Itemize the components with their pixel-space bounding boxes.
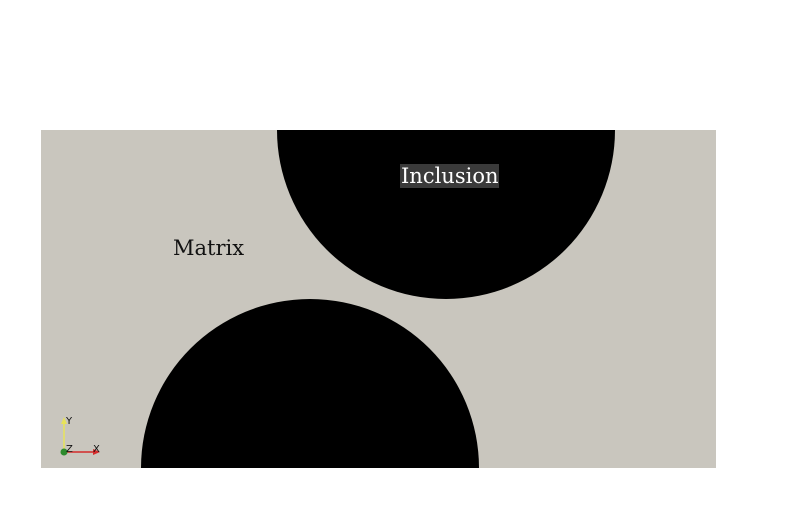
- inclusion-bottom-half-disk: [141, 299, 479, 468]
- axis-z-label: Z: [66, 444, 73, 455]
- axis-x-arrowhead: [93, 449, 100, 455]
- axis-x-label: X: [93, 444, 100, 455]
- orientation-axes-widget: Y Z X: [60, 416, 100, 456]
- inclusion-top-half-disk: [277, 130, 615, 299]
- inclusion-label: Inclusion: [400, 164, 500, 188]
- axis-z-marker: [60, 448, 68, 456]
- axis-y-arrowhead: [61, 417, 67, 424]
- matrix-label: Matrix: [173, 236, 245, 260]
- axis-y-label: Y: [65, 416, 73, 427]
